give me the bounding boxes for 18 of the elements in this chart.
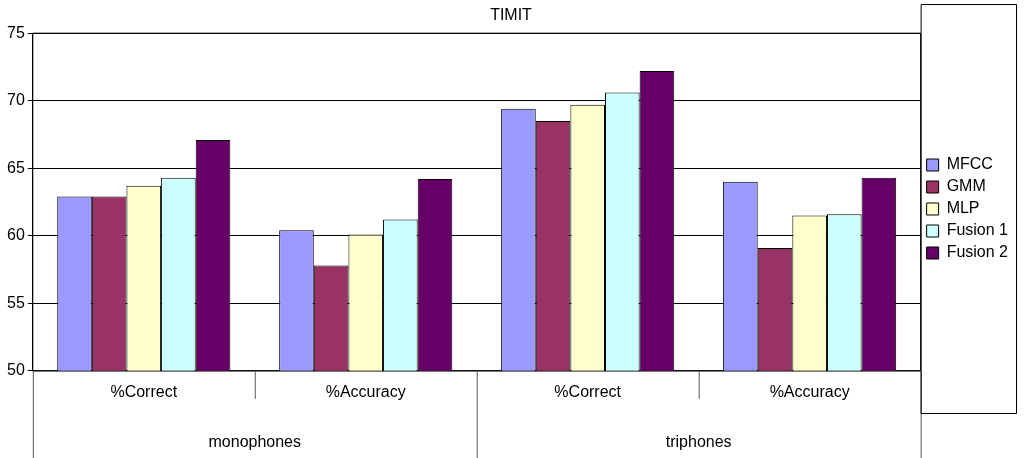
- y-tick-label: 55: [7, 293, 25, 311]
- text: triphones: [665, 433, 732, 451]
- x-tick-label: %Correct: [110, 382, 178, 400]
- legend-label: MFCC: [946, 155, 993, 173]
- legend-label: Fusion 2: [946, 243, 1009, 261]
- x-tick-label: %Accuracy: [769, 382, 850, 400]
- y-tick-label: 50: [7, 361, 25, 379]
- y-tick-label: 75: [7, 23, 25, 41]
- y-tick-label: 60: [7, 226, 25, 244]
- y-tick-label: 70: [7, 91, 25, 109]
- y-tick-label: 65: [7, 158, 25, 176]
- legend-label: MLP: [946, 199, 980, 217]
- legend-label: Fusion 1: [946, 221, 1009, 239]
- text: monophones: [208, 433, 302, 451]
- x-tick-label: %Correct: [554, 382, 622, 400]
- chart-title: TIMIT: [490, 6, 533, 24]
- x-tick-label: %Accuracy: [325, 382, 406, 400]
- legend-label: GMM: [946, 177, 986, 195]
